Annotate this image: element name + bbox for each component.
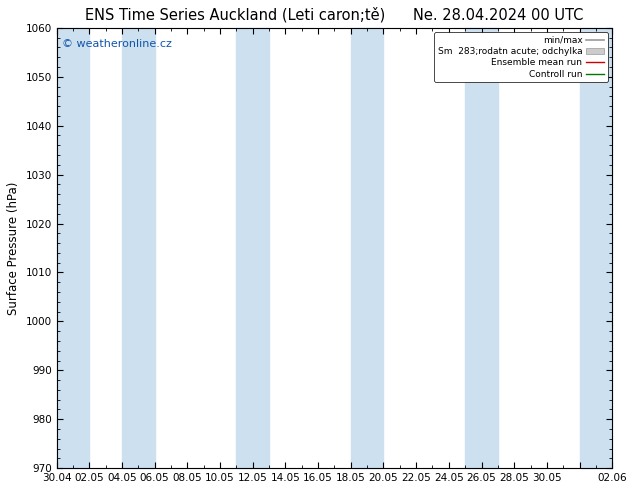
Bar: [236, 28, 269, 468]
Bar: [465, 28, 498, 468]
Bar: [579, 28, 612, 468]
Bar: [351, 28, 384, 468]
Title: ENS Time Series Auckland (Leti caron;tě)      Ne. 28.04.2024 00 UTC: ENS Time Series Auckland (Leti caron;tě)…: [85, 7, 584, 23]
Legend: min/max, Sm  283;rodatn acute; odchylka, Ensemble mean run, Controll run: min/max, Sm 283;rodatn acute; odchylka, …: [434, 32, 608, 82]
Bar: [56, 28, 89, 468]
Bar: [122, 28, 155, 468]
Text: © weatheronline.cz: © weatheronline.cz: [62, 39, 172, 49]
Y-axis label: Surface Pressure (hPa): Surface Pressure (hPa): [7, 181, 20, 315]
